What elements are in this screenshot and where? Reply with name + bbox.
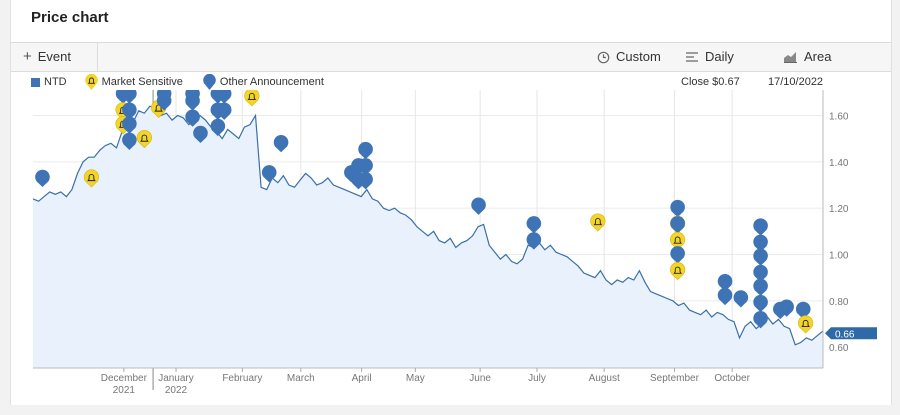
announcement-marker[interactable] <box>733 290 749 308</box>
market-sensitive-marker[interactable] <box>590 213 606 232</box>
x-tick-label: July <box>528 373 546 384</box>
y-tick-label: 1.20 <box>829 204 849 215</box>
x-tick-label: April <box>352 373 372 384</box>
ticker-legend-label: NTD <box>44 76 67 88</box>
announcement-marker[interactable] <box>185 93 200 111</box>
announcement-marker[interactable] <box>753 248 768 266</box>
interval-button[interactable]: Daily <box>685 43 734 71</box>
add-event-button[interactable]: + Event <box>23 43 71 71</box>
close-price: Close $0.67 <box>681 76 740 88</box>
announcement-marker[interactable] <box>670 216 685 234</box>
area-label: Area <box>804 49 832 64</box>
chart-toolbar: + Event Custom Daily Area <box>11 42 891 72</box>
price-chart-card: Price chart + Event Custom Daily Are <box>10 0 892 405</box>
toolbar-divider <box>97 43 98 71</box>
announcement-marker[interactable] <box>670 246 685 264</box>
y-tick-label: 1.60 <box>829 111 849 122</box>
last-price-label: 0.66 <box>835 329 855 340</box>
announcement-marker[interactable] <box>779 299 794 317</box>
announcement-marker[interactable] <box>526 216 542 234</box>
plus-icon: + <box>23 48 32 65</box>
area-chart-icon <box>784 52 797 63</box>
legend: NTD Market Sensitive Other Announcement <box>31 73 324 90</box>
other-announcement-legend-label: Other Announcement <box>219 76 324 88</box>
interval-icon <box>686 52 698 62</box>
announcement-marker[interactable] <box>122 132 137 150</box>
announcement-marker[interactable] <box>185 109 200 127</box>
market-sensitive-marker[interactable] <box>136 130 152 149</box>
market-sensitive-marker[interactable] <box>83 169 100 188</box>
custom-label: Custom <box>616 49 661 64</box>
announcement-marker[interactable] <box>717 287 733 306</box>
announcement-marker[interactable] <box>122 90 137 104</box>
clock-icon <box>597 51 610 63</box>
page-title: Price chart <box>31 9 109 26</box>
announcement-marker[interactable] <box>358 172 373 190</box>
announcement-marker[interactable] <box>193 125 208 144</box>
last-price-tag <box>825 327 877 340</box>
market-sensitive-marker[interactable] <box>670 262 686 281</box>
x-tick-sublabel: 2022 <box>165 385 188 396</box>
announcement-marker[interactable] <box>358 158 373 176</box>
announcement-marker[interactable] <box>35 169 50 188</box>
x-tick-label: February <box>222 373 262 384</box>
y-tick-label: 1.00 <box>829 250 849 261</box>
bell-marker-icon <box>84 73 98 90</box>
announcement-marker[interactable] <box>210 118 226 137</box>
market-sensitive-marker[interactable] <box>798 315 814 334</box>
x-tick-label: December <box>101 373 148 384</box>
announcement-marker[interactable] <box>753 218 768 236</box>
price-area <box>33 106 823 368</box>
announcement-marker[interactable] <box>156 93 172 111</box>
x-tick-label: March <box>287 373 315 384</box>
x-tick-label: June <box>469 373 491 384</box>
announcement-marker[interactable] <box>216 90 232 104</box>
announcement-marker[interactable] <box>526 232 542 250</box>
x-tick-label: January <box>158 373 194 384</box>
x-tick-label: August <box>589 373 620 384</box>
close-date: 17/10/2022 <box>768 76 824 88</box>
x-tick-sublabel: 2021 <box>113 385 136 396</box>
ticker-swatch <box>31 77 40 87</box>
announcement-marker[interactable] <box>753 264 768 283</box>
pin-marker-icon <box>203 73 216 90</box>
y-tick-label: 0.60 <box>829 343 849 354</box>
announcement-marker[interactable] <box>122 102 137 120</box>
y-tick-label: 1.40 <box>829 158 849 169</box>
announcement-marker[interactable] <box>717 273 733 292</box>
announcement-marker[interactable] <box>358 141 373 160</box>
market-sensitive-marker[interactable] <box>670 232 686 251</box>
chart-type-button[interactable]: Area <box>783 43 831 71</box>
announcement-marker[interactable] <box>753 311 768 329</box>
market-sensitive-legend-label: Market Sensitive <box>101 76 183 88</box>
announcement-marker[interactable] <box>753 294 768 313</box>
announcement-marker[interactable] <box>753 278 768 296</box>
announcement-marker[interactable] <box>471 197 486 215</box>
announcement-marker[interactable] <box>216 102 232 120</box>
x-tick-label: September <box>650 373 700 384</box>
event-label: Event <box>37 49 72 64</box>
announcement-marker[interactable] <box>795 301 811 320</box>
announcement-marker[interactable] <box>753 234 768 252</box>
market-sensitive-marker[interactable] <box>244 90 260 107</box>
y-tick-label: 0.80 <box>829 297 849 308</box>
x-tick-label: October <box>714 373 750 384</box>
daily-label: Daily <box>705 49 734 64</box>
x-tick-label: May <box>406 373 425 384</box>
price-line <box>32 105 824 346</box>
announcement-marker[interactable] <box>273 134 289 153</box>
announcement-marker[interactable] <box>670 199 685 218</box>
custom-range-button[interactable]: Custom <box>597 43 661 71</box>
announcement-marker[interactable] <box>261 165 277 183</box>
announcement-marker[interactable] <box>122 116 137 134</box>
